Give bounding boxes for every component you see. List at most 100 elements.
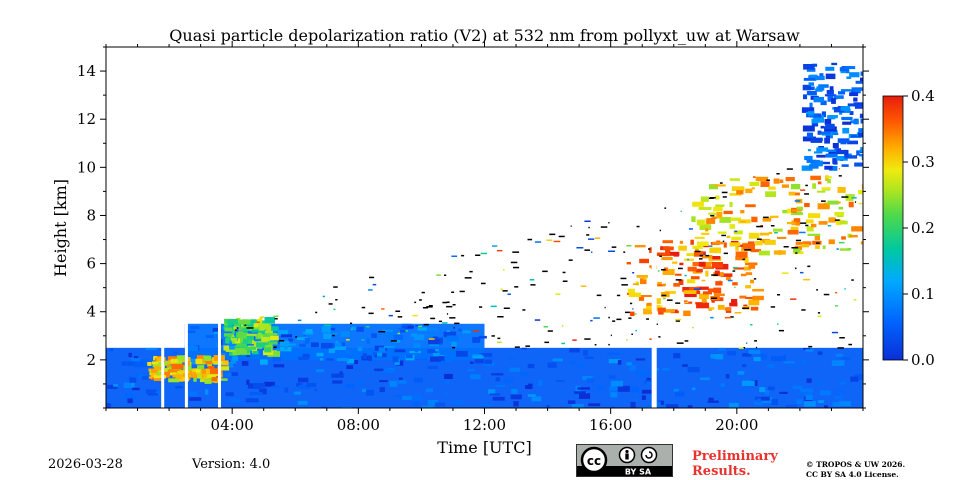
heatmap-cell [393,334,404,341]
heatmap-cell [607,352,620,355]
heatmap-cell [824,119,832,125]
heatmap-cell [675,391,685,397]
heatmap-cell [844,66,856,70]
heatmap-cell [837,187,846,193]
heatmap-cell [782,209,790,214]
cloud-mask-pixel [694,250,701,253]
cloud-mask-pixel [368,312,374,315]
cloud-mask-pixel [711,217,717,219]
heatmap-cell [811,118,819,124]
heatmap-cell [729,242,741,247]
heatmap-cell [673,388,679,392]
heatmap-cell [683,310,691,317]
heatmap-cell [769,215,779,218]
heatmap-cell [435,348,439,352]
heatmap-cell [836,149,846,155]
heatmap-cell [151,361,160,365]
heatmap-cell [205,359,213,365]
cloud-mask-pixel [816,242,820,244]
heatmap-cell [687,405,693,408]
heatmap-cell [262,333,270,336]
heatmap-cell [735,251,748,258]
heatmap-cell [196,368,200,373]
cloud-mask-pixel [800,222,807,224]
heatmap-cell [231,330,235,334]
heatmap-cell [335,340,339,344]
heatmap-cell [783,355,786,361]
preliminary-line2: Results. [692,464,751,479]
cloud-mask-pixel [692,326,694,329]
heatmap-cell [321,406,327,408]
cloud-mask-pixel [752,176,756,178]
cloud-mask-pixel [444,274,447,276]
heatmap-cell [840,108,851,113]
heatmap-cell [217,366,230,371]
cloud-mask-pixel [858,202,863,205]
heatmap-cell [701,255,713,259]
cloud-mask-pixel [247,344,254,346]
cloud-mask-pixel [333,308,336,311]
heatmap-cell [382,329,394,332]
cloud-mask-pixel [817,312,821,314]
heatmap-cell [510,394,522,400]
heatmap-cell [745,188,753,194]
heatmap-cell [205,368,219,375]
heatmap-cell [229,398,241,403]
heatmap-cell [663,267,668,271]
cloud-mask-pixel [590,319,593,322]
heatmap-cell [824,137,830,144]
heatmap-cell [831,360,845,366]
heatmap-cell [802,241,812,246]
heatmap-cell [297,400,308,405]
heatmap-cell [859,153,863,157]
cloud-mask-pixel [588,226,590,229]
heatmap-cell [597,372,601,376]
heatmap-cell [270,335,279,341]
heatmap-cell [345,383,355,389]
cloud-mask-pixel [837,347,844,349]
cloud-mask-pixel [628,317,632,319]
heatmap-cell [793,251,804,255]
heatmap-cell [841,116,853,121]
copyright-line1: © TROPOS & UW 2026. [806,460,906,469]
cloud-mask-pixel [675,279,682,281]
heatmap-cell [718,347,726,351]
heatmap-cell [702,291,712,295]
cloud-mask-pixel [596,294,602,297]
cloud-mask-pixel [464,277,472,279]
heatmap-cell [641,395,646,400]
heatmap-cell [696,302,710,309]
heatmap-cell [224,327,233,332]
heatmap-cell [849,111,854,115]
heatmap-cell [225,337,230,344]
cloud-mask-pixel [594,237,601,239]
cloud-mask-pixel [821,200,826,202]
heatmap-cell [333,346,346,350]
heatmap-cell [816,86,825,91]
heatmap-cell [804,203,810,208]
cloud-mask-pixel [807,265,811,268]
heatmap-cell [741,380,755,386]
heatmap-cell [750,306,759,311]
heatmap-cell [401,326,414,330]
cloud-mask-pixel [848,343,852,346]
cloud-mask-pixel [684,274,687,277]
cloud-mask-pixel [500,288,503,290]
cloud-mask-pixel [838,168,840,170]
heatmap-cell [267,326,279,331]
cloud-mask-pixel [594,344,597,346]
heatmap-cell [425,327,438,332]
heatmap-cell [731,299,738,304]
heatmap-cell [785,177,795,182]
heatmap-cell [425,388,433,393]
heatmap-cell [735,256,745,261]
heatmap-cell [840,89,851,92]
heatmap-cell [265,325,272,331]
heatmap-cell [839,67,849,72]
heatmap-cell [860,241,863,245]
heatmap-cell [845,195,854,201]
heatmap-cell [332,380,343,384]
cloud-mask-pixel [608,222,610,224]
cloud-mask-pixel [451,255,458,257]
heatmap-cell [692,262,703,267]
